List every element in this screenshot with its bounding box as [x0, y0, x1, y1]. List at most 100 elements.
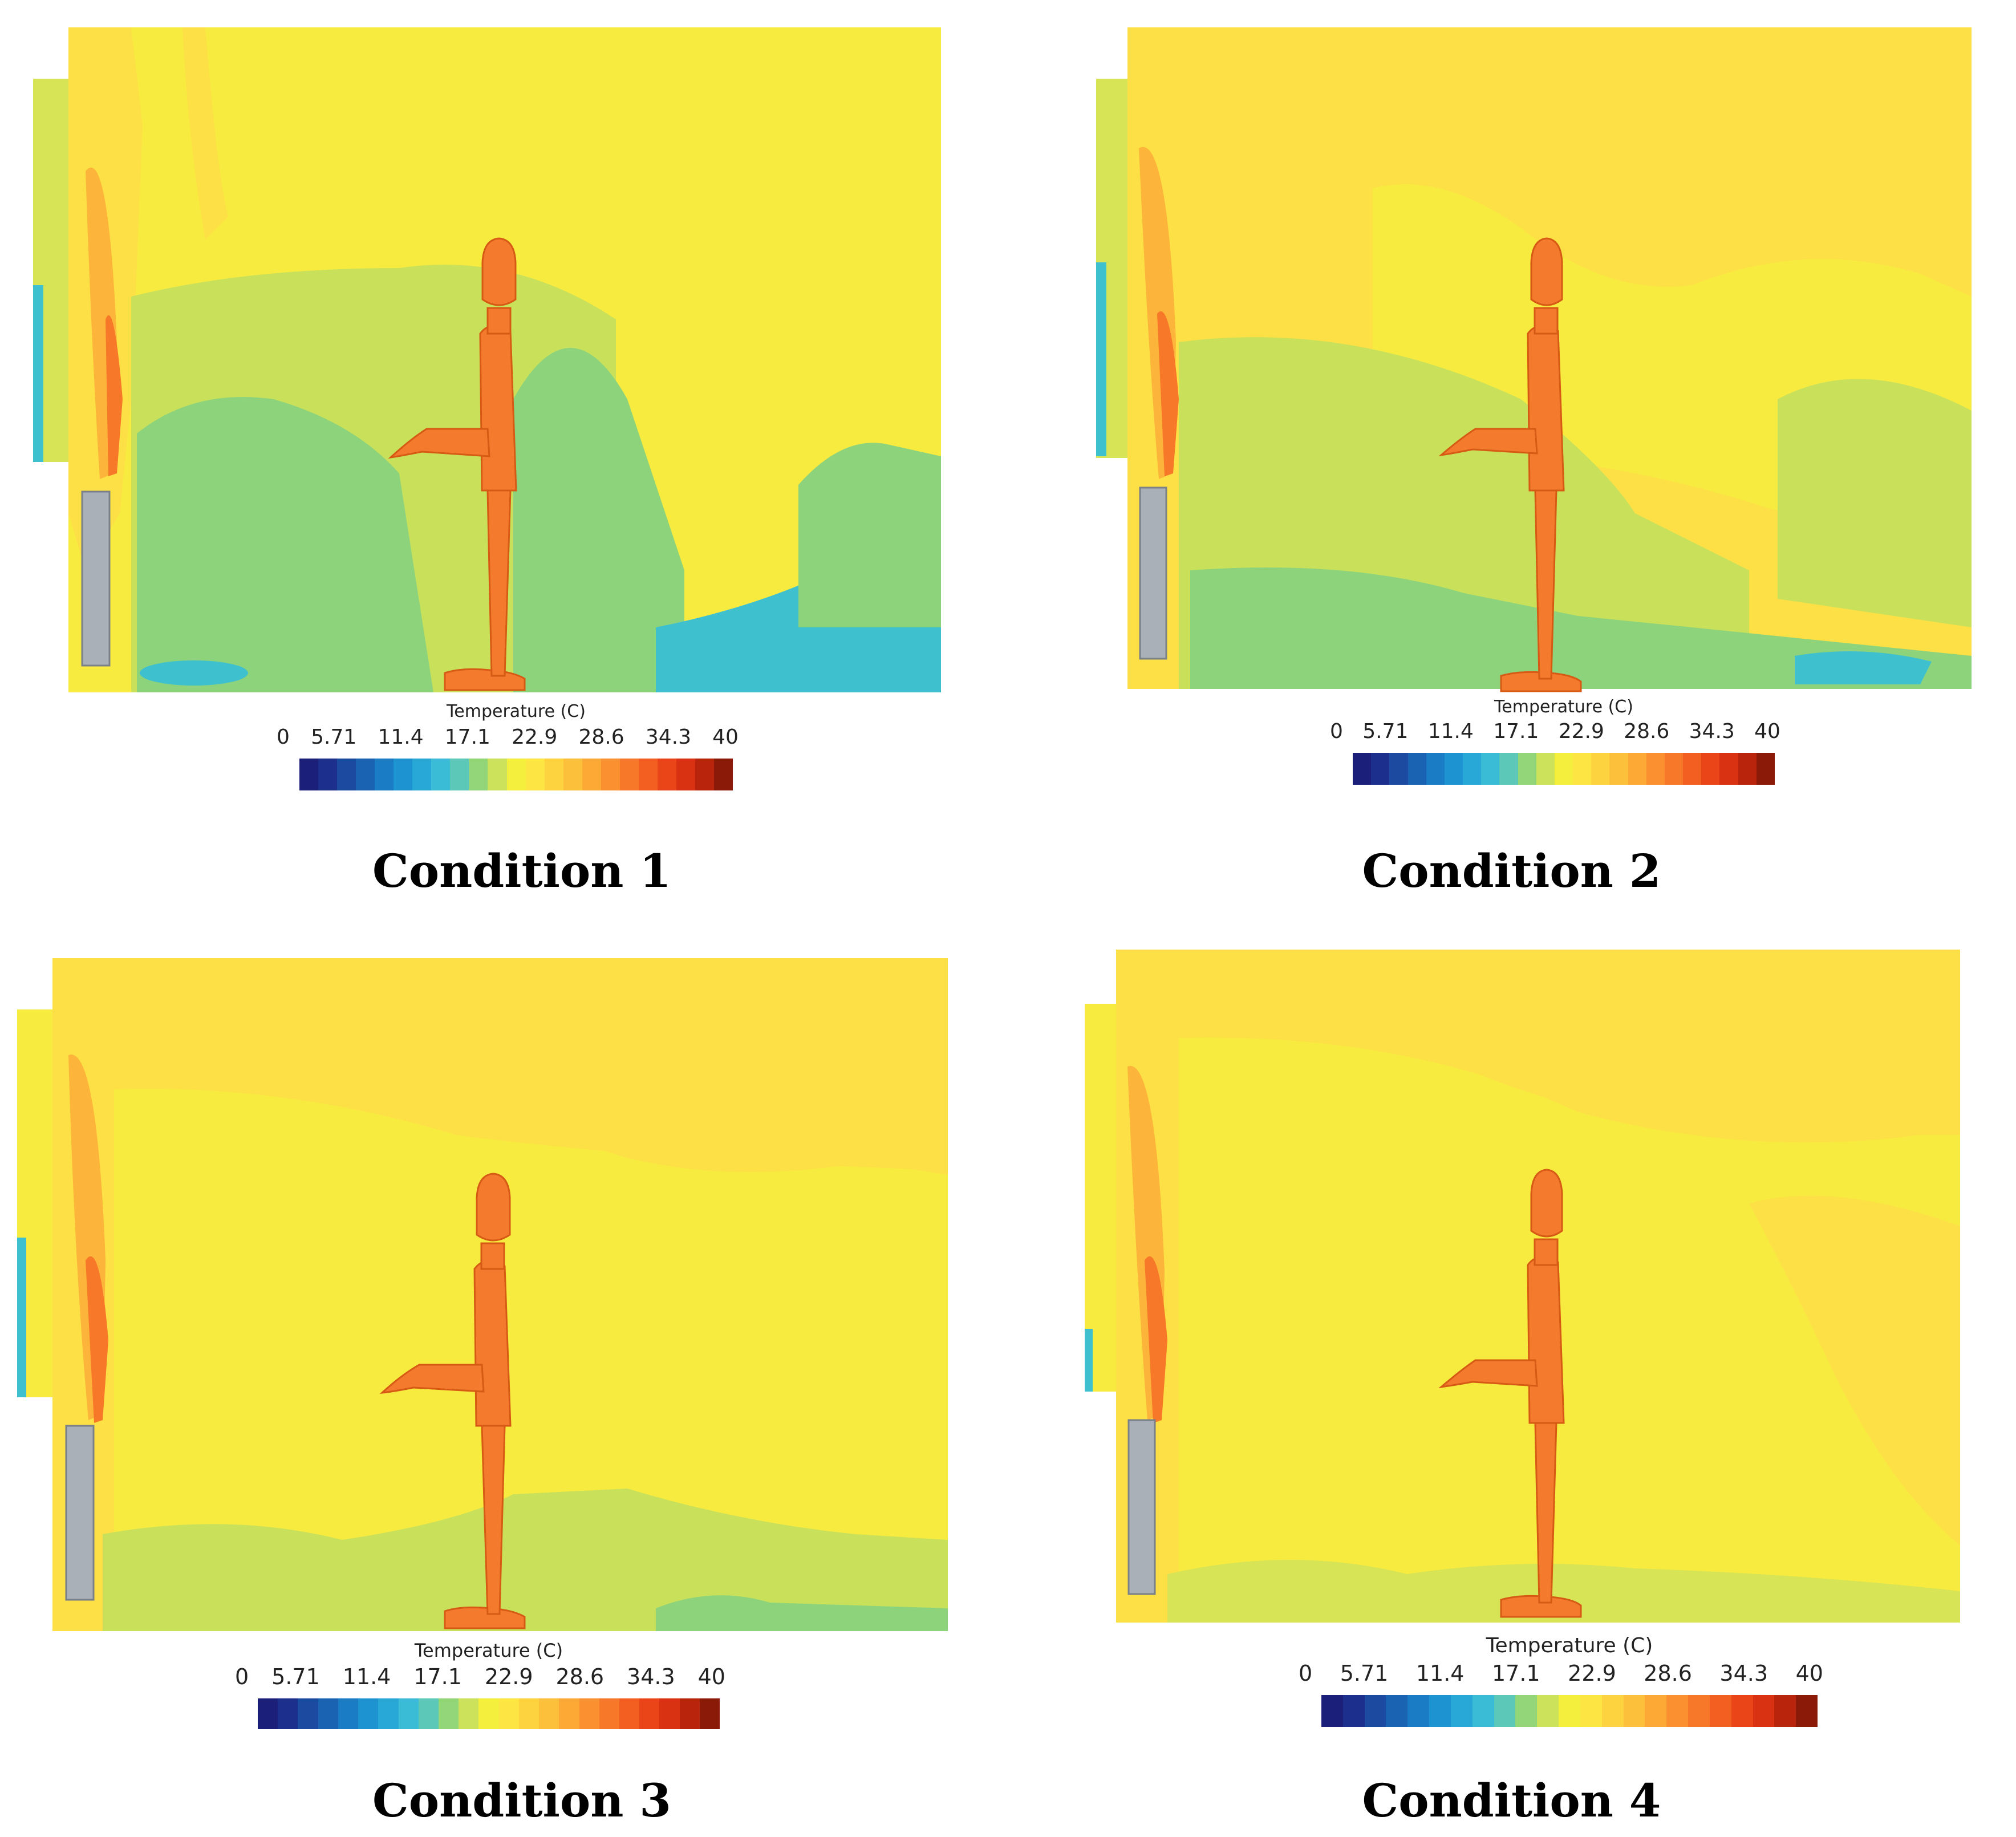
colorbar-swatch — [1481, 753, 1500, 785]
heater-unit — [65, 1425, 95, 1601]
colorbar-swatch — [1646, 753, 1665, 785]
colorbar-swatch — [1719, 753, 1738, 785]
colorbar-swatch — [1753, 1695, 1775, 1727]
colorbar-swatch — [412, 759, 432, 790]
tick-label: 40 — [1754, 720, 1780, 743]
colorbar-swatch — [431, 759, 451, 790]
colorbar-swatch — [1709, 1695, 1731, 1727]
colorbar-swatch — [1664, 753, 1684, 785]
colorbar-swatch — [539, 1698, 559, 1729]
tick-label: 40 — [712, 725, 739, 749]
tick-label: 28.6 — [578, 725, 624, 749]
colorbar-swatch — [699, 1698, 720, 1729]
colorbar-swatch — [582, 759, 601, 790]
tick-label: 0 — [235, 1664, 249, 1689]
colorbar-swatch — [1601, 1695, 1624, 1727]
panel-condition-2: Temperature (C) 0 5.71 11.4 17.1 22.9 28… — [1008, 0, 2015, 918]
colorbar-swatch — [1623, 1695, 1645, 1727]
panel-caption: Condition 1 — [372, 844, 671, 898]
colorbar-swatch — [1688, 1695, 1710, 1727]
colorbar-swatch — [1559, 1695, 1580, 1727]
colorbar-swatch — [318, 1698, 338, 1729]
colorbar-swatch — [356, 759, 375, 790]
colorbar-swatch — [1472, 1695, 1494, 1727]
temperature-contour-plot — [17, 958, 948, 1631]
colorbar-swatch — [1518, 753, 1536, 785]
colorbar-swatch — [1580, 1695, 1602, 1727]
colorbar-swatch — [1515, 1695, 1538, 1727]
colorbar-swatch — [478, 1698, 499, 1729]
colorbar-swatch — [1429, 1695, 1451, 1727]
tick-label: 0 — [1299, 1661, 1313, 1686]
colorbar-ticks: 0 5.71 11.4 17.1 22.9 28.6 34.3 40 — [235, 1664, 725, 1689]
tick-label: 17.1 — [1492, 1661, 1540, 1686]
tick-label: 34.3 — [645, 725, 691, 749]
colorbar-swatch — [1342, 1695, 1365, 1727]
colorbar-swatch — [563, 759, 582, 790]
tick-label: 0 — [1330, 720, 1343, 743]
colorbar-swatch — [579, 1698, 599, 1729]
colorbar-swatch — [639, 1698, 660, 1729]
tick-label: 40 — [697, 1664, 725, 1689]
colorbar-swatch — [1321, 1695, 1343, 1727]
inlet-duct — [1085, 1004, 1118, 1392]
panel-caption: Condition 3 — [372, 1774, 671, 1827]
tick-label: 34.3 — [627, 1664, 675, 1689]
colorbar-swatch — [659, 1698, 680, 1729]
tick-label: 5.71 — [1340, 1661, 1389, 1686]
colorbar-swatch — [1499, 753, 1518, 785]
colorbar-swatch — [1389, 753, 1408, 785]
tick-label: 5.71 — [271, 1664, 320, 1689]
colorbar-swatch — [459, 1698, 479, 1729]
colorbar-swatch — [1591, 753, 1610, 785]
tick-label: 17.1 — [413, 1664, 462, 1689]
tick-label: 17.1 — [444, 725, 490, 749]
colorbar-swatch — [298, 1698, 318, 1729]
tick-label: 5.71 — [1362, 720, 1409, 743]
panel-condition-4: Temperature (C) 0 5.71 11.4 17.1 22.9 28… — [1008, 918, 2015, 1837]
colorbar-swatch — [1407, 1695, 1430, 1727]
heater-unit — [81, 490, 111, 667]
colorbar-swatch — [438, 1698, 459, 1729]
colorbar-swatch — [657, 759, 676, 790]
colorbar-swatch — [619, 1698, 640, 1729]
colorbar-swatch — [679, 1698, 700, 1729]
colorbar-swatch — [1353, 753, 1372, 785]
colorbar-swatch — [1386, 1695, 1408, 1727]
tick-label: 22.9 — [1568, 1661, 1616, 1686]
tick-label: 11.4 — [1415, 1661, 1465, 1686]
colorbar-swatch — [601, 759, 620, 790]
manikin-figure — [379, 1173, 526, 1629]
colorbar-ticks: 0 5.71 11.4 17.1 22.9 28.6 34.3 40 — [277, 725, 739, 749]
colorbar — [1353, 753, 1775, 785]
colorbar-swatch — [318, 759, 338, 790]
colorbar-swatch — [1371, 753, 1390, 785]
colorbar-swatch — [1738, 753, 1757, 785]
heater-unit — [1127, 1419, 1156, 1595]
colorbar-swatch — [518, 1698, 540, 1729]
panel-condition-3: Temperature (C) 0 5.71 11.4 17.1 22.9 28… — [0, 918, 1008, 1837]
panel-caption: Condition 2 — [1362, 844, 1661, 898]
tick-label: 40 — [1795, 1661, 1823, 1686]
colorbar-swatch — [1444, 753, 1463, 785]
colorbar-swatch — [498, 1698, 519, 1729]
colorbar-swatch — [358, 1698, 379, 1729]
colorbar-swatch — [1683, 753, 1702, 785]
colorbar-swatch — [375, 759, 394, 790]
tick-label: 34.3 — [1719, 1661, 1768, 1686]
colorbar-swatch — [1426, 753, 1445, 785]
colorbar-title: Temperature (C) — [447, 701, 586, 721]
panel-caption: Condition 4 — [1362, 1774, 1661, 1827]
colorbar-swatch — [299, 759, 319, 790]
manikin-figure — [1438, 1169, 1582, 1618]
colorbar-swatch — [1774, 1695, 1796, 1727]
colorbar-swatch — [378, 1698, 399, 1729]
tick-label: 11.4 — [1427, 720, 1474, 743]
manikin-figure — [1438, 237, 1582, 692]
colorbar-swatch — [450, 759, 469, 790]
colorbar-swatch — [559, 1698, 579, 1729]
tick-label: 0 — [277, 725, 290, 749]
colorbar-swatch — [469, 759, 488, 790]
tick-label: 11.4 — [378, 725, 424, 749]
temperature-contour-plot — [1085, 950, 1960, 1623]
